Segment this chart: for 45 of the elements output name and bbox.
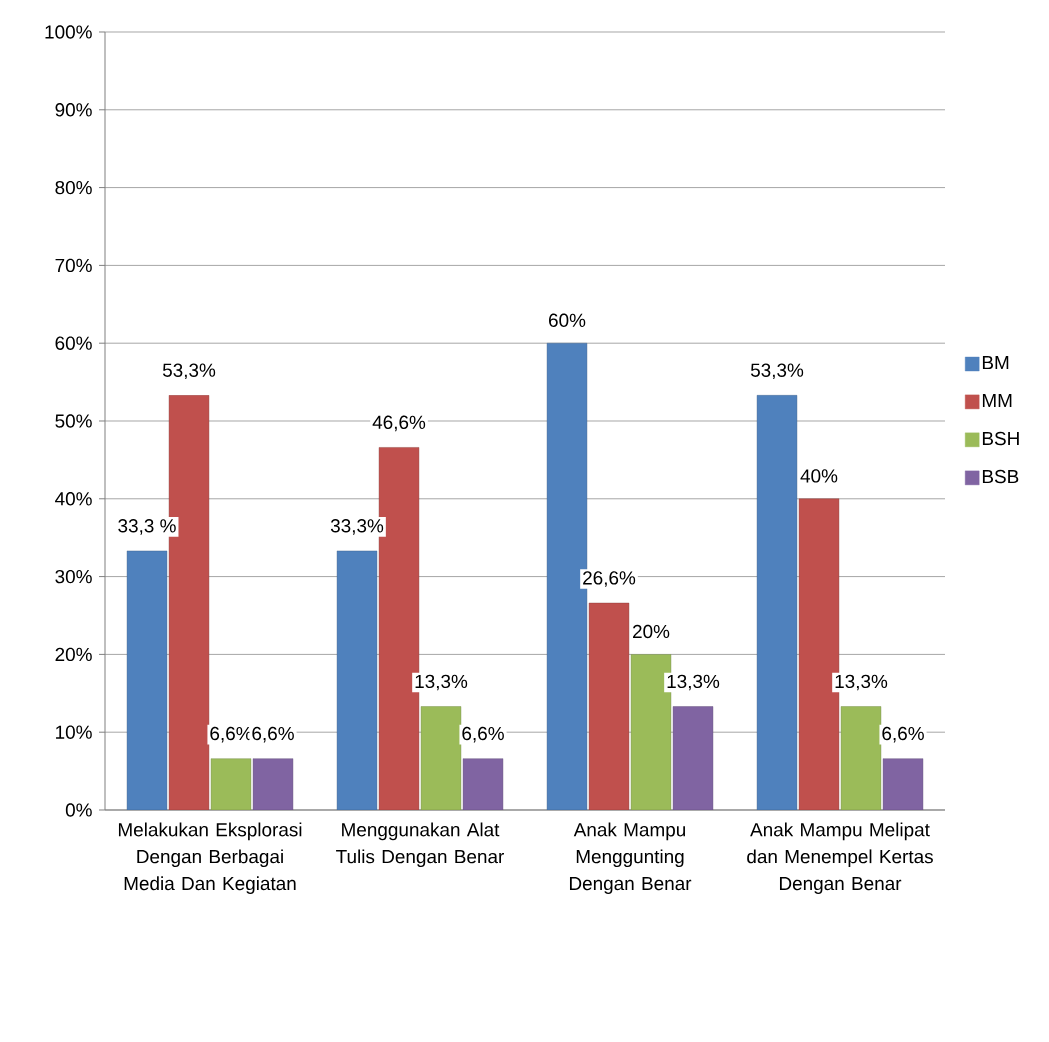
bar <box>126 550 168 810</box>
legend-label: MM <box>982 393 1012 407</box>
data-label: 20% <box>633 624 670 639</box>
y-tick-label: 30% <box>55 569 92 584</box>
y-tick-label: 50% <box>55 414 92 428</box>
x-tick-label: Anak Mampu Melipat dan Menempel Kertas Dengan Benar <box>747 822 933 894</box>
data-label: 13,3% <box>667 674 720 691</box>
y-tick-label: 80% <box>55 180 92 195</box>
bar <box>588 602 630 810</box>
y-tick-label: 10% <box>56 725 92 739</box>
data-label: 13,3% <box>415 674 468 691</box>
y-tick-label: 20% <box>55 647 92 662</box>
data-label: 13,3% <box>835 674 888 691</box>
y-tick-label: 100% <box>45 25 92 39</box>
y-tick-label: 60% <box>55 336 92 350</box>
y-tick-label: 70% <box>55 258 92 273</box>
y-tick-label: 40% <box>55 492 92 506</box>
data-label: 6,6% <box>882 726 924 743</box>
bar <box>840 706 882 810</box>
data-label: 46,6% <box>372 415 426 432</box>
data-label: 33,3 % <box>118 519 176 535</box>
x-tick-label: Menggunakan Alat Tulis Dengan Benar <box>336 822 504 868</box>
data-label: 6,6% <box>252 726 294 743</box>
bar <box>756 395 798 810</box>
bar <box>252 758 294 810</box>
bar <box>210 758 252 810</box>
data-label: 6,6% <box>462 726 504 743</box>
y-tick-label: 90% <box>55 103 92 117</box>
data-label: 33,3% <box>330 519 384 535</box>
bar <box>672 706 714 810</box>
data-label: 26,6% <box>583 571 636 587</box>
data-label: 53,3% <box>162 363 216 380</box>
bar <box>882 758 924 810</box>
x-tick-label: Melakukan Eksplorasi Dengan Berbagai Media Dan Kegiatan <box>118 822 302 894</box>
legend-label: BM <box>982 356 1009 370</box>
legend-label: BSH <box>982 431 1019 446</box>
x-tick-label: Anak Mampu Menggunting Dengan Benar <box>569 822 692 894</box>
data-label: 60% <box>549 313 586 327</box>
bar <box>336 550 378 810</box>
data-label: 53,3% <box>750 363 804 380</box>
y-tick-label: 0% <box>65 803 92 817</box>
bar <box>462 758 504 810</box>
bar <box>420 706 462 810</box>
legend-label: BSB <box>982 469 1019 484</box>
data-label: 40% <box>800 469 838 483</box>
